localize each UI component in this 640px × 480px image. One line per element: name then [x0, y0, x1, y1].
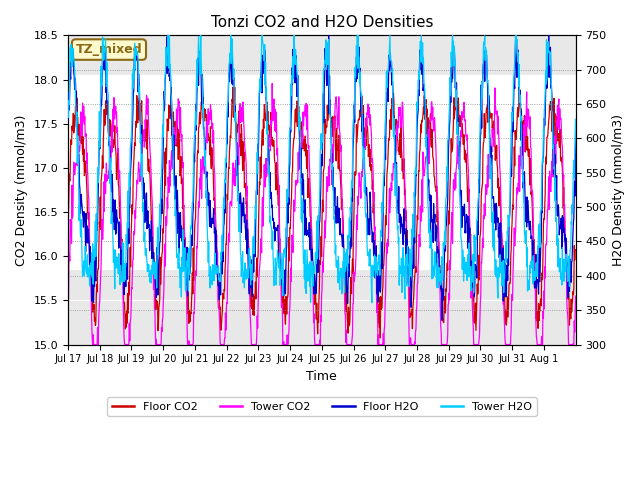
Y-axis label: CO2 Density (mmol/m3): CO2 Density (mmol/m3): [15, 114, 28, 265]
Title: Tonzi CO2 and H2O Densities: Tonzi CO2 and H2O Densities: [211, 15, 433, 30]
Legend: Floor CO2, Tower CO2, Floor H2O, Tower H2O: Floor CO2, Tower CO2, Floor H2O, Tower H…: [107, 397, 536, 416]
Bar: [68, 75, 575, 269]
X-axis label: Time: Time: [307, 370, 337, 383]
Text: TZ_mixed: TZ_mixed: [76, 43, 142, 56]
Y-axis label: H2O Density (mmol/m3): H2O Density (mmol/m3): [612, 114, 625, 266]
